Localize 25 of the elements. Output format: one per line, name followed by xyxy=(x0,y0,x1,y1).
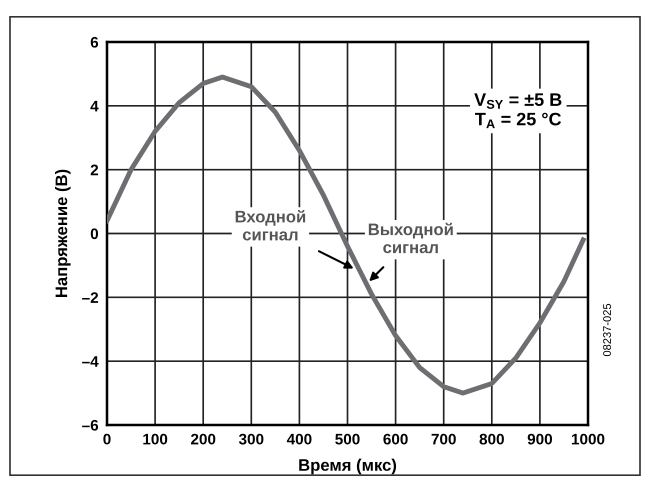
line-series xyxy=(107,74,586,396)
y-tick-label: –6 xyxy=(82,420,98,431)
y-tick-label: 2 xyxy=(90,164,98,176)
annotation: Входной сигнал xyxy=(236,210,306,240)
y-axis-title: Напряжение (В) xyxy=(55,170,71,298)
x-tick-label: 100 xyxy=(143,434,168,445)
y-tick-label: 6 xyxy=(90,36,98,48)
x-tick-label: 700 xyxy=(432,434,456,445)
x-tick-label: 0 xyxy=(103,434,111,445)
x-axis-title: Время (мкс) xyxy=(299,458,396,474)
x-tick-label: 600 xyxy=(383,434,408,445)
y-tick-label: –4 xyxy=(82,356,99,367)
x-tick-label: 400 xyxy=(286,434,312,445)
x-tick-label: 900 xyxy=(528,434,552,445)
x-tick-label: 200 xyxy=(190,434,216,445)
y-tick-label: 4 xyxy=(90,100,99,112)
x-tick-label: 800 xyxy=(480,434,504,445)
x-tick-label: 300 xyxy=(238,434,264,445)
x-tick-label: 500 xyxy=(335,434,360,445)
text: 08237-025 xyxy=(603,304,611,356)
x-tick-label: 1000 xyxy=(572,434,604,445)
y-tick-label: 0 xyxy=(90,228,98,240)
y-tick-label: –2 xyxy=(82,292,98,303)
annotation: Выходной сигнал xyxy=(368,222,453,254)
text: V$_{SY}$ = ±5 В T$_{A}$ = 25 °C xyxy=(474,93,562,128)
